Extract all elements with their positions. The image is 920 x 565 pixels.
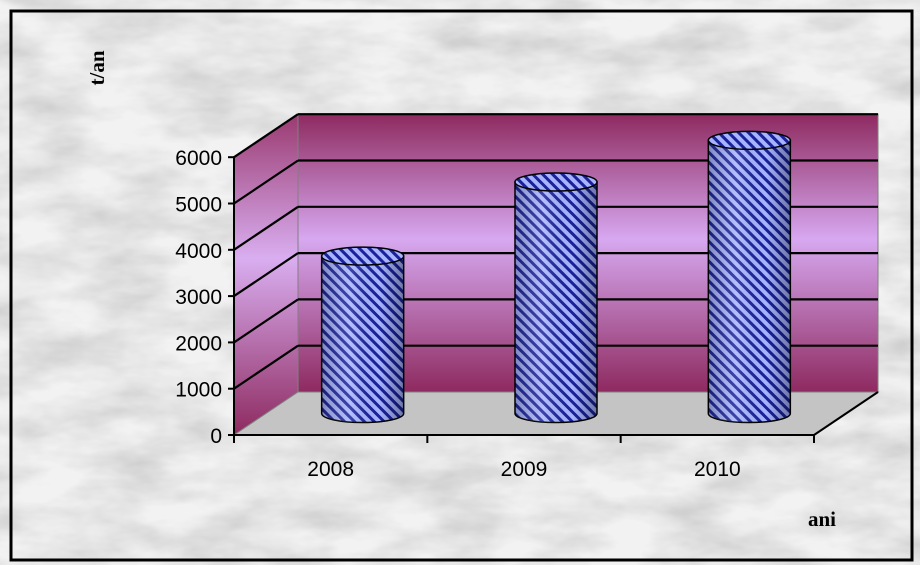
y-tick-label: 1000 — [175, 379, 222, 402]
plot-area: 0 1000 2000 3000 4000 5000 6000 2008 2009 2010 — [175, 113, 880, 481]
y-tick-label: 0 — [210, 425, 222, 448]
gridline-side — [233, 113, 299, 159]
y-axis-title: t/an — [85, 50, 109, 85]
x-axis-title: ani — [808, 507, 836, 531]
x-tick-label: 2009 — [501, 458, 548, 481]
y-tick-label: 5000 — [175, 194, 222, 217]
x-tick-label: 2008 — [307, 458, 354, 481]
gridline-side — [233, 344, 299, 390]
y-tick-label: 2000 — [175, 332, 222, 355]
bar-shade — [321, 256, 404, 423]
gridline-side — [233, 252, 299, 298]
bar-shade — [515, 182, 597, 423]
bar-top-cap — [514, 172, 598, 192]
x-axis-depth-line — [813, 391, 879, 436]
bar-top-cap — [320, 246, 405, 266]
outer-border — [9, 9, 914, 562]
y-tick-label: 4000 — [175, 240, 222, 263]
bar-shade — [708, 140, 791, 423]
y-tick-label: 6000 — [175, 147, 222, 170]
gridline-side — [233, 205, 299, 251]
gridline-side — [233, 159, 299, 205]
y-tick-label: 3000 — [175, 286, 222, 309]
bar-top-cap — [707, 130, 792, 151]
gridline-side — [233, 298, 299, 344]
x-tick-label: 2010 — [694, 458, 741, 481]
